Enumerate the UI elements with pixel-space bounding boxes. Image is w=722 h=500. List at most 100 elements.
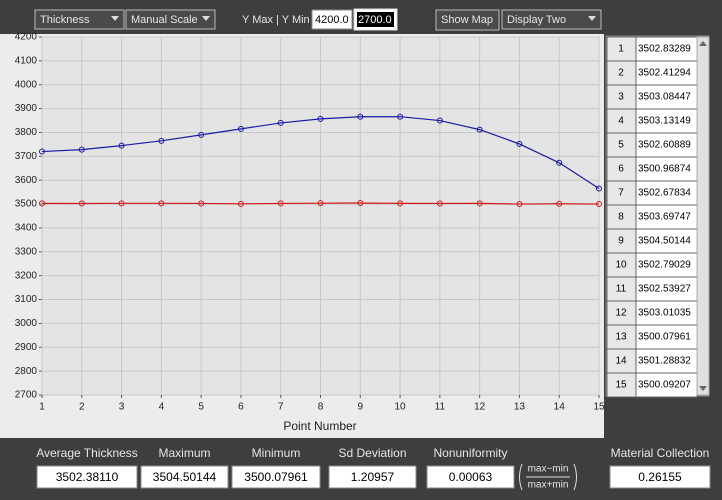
- data-point: [118, 142, 125, 149]
- index-cell: [606, 276, 637, 302]
- series-line: [41, 202, 600, 205]
- stat-label: Maximum: [158, 446, 210, 460]
- value-cell: [635, 252, 698, 278]
- stat-box: [231, 465, 321, 489]
- data-point: [277, 200, 284, 207]
- stat-box: [426, 465, 515, 489]
- toolbar: Thickness Manual Scale Y Max | Y Min 420…: [34, 8, 602, 31]
- data-point: [556, 159, 563, 166]
- data-point: [556, 200, 563, 207]
- row-index: 14: [615, 356, 627, 367]
- data-point: [78, 200, 85, 207]
- stat-box: [609, 465, 711, 489]
- data-point: [158, 137, 165, 144]
- parameter-text: Thickness: [40, 14, 90, 26]
- stat-value: 1.20957: [351, 470, 395, 484]
- data-point: [436, 117, 443, 124]
- index-cell: [606, 108, 637, 134]
- row-index: 13: [615, 332, 627, 343]
- data-point: [39, 148, 45, 155]
- table-body: 1 3502.83289 2 3502.41294 3 3503.08447 4 3503.1…: [606, 36, 698, 398]
- index-cell: [606, 156, 637, 182]
- data-point: [596, 185, 602, 192]
- y-tick-label: 3100: [15, 294, 38, 305]
- scroll-down[interactable]: [699, 386, 707, 391]
- x-tick-label: 15: [593, 402, 605, 413]
- data-point: [237, 125, 244, 132]
- row-value: 3502.79029: [638, 260, 691, 271]
- y-max-input[interactable]: [311, 9, 353, 30]
- row-value: 3501.28832: [638, 356, 691, 367]
- data-point: [357, 113, 364, 120]
- row-index: 5: [618, 140, 624, 151]
- row-index: 1: [618, 44, 624, 55]
- data-point: [198, 131, 205, 138]
- row-value: 3503.01035: [638, 308, 691, 319]
- data-point: [397, 200, 404, 207]
- index-cell: [606, 36, 637, 62]
- stat-box: [328, 465, 417, 489]
- stat-label: Nonuniformity: [433, 446, 507, 460]
- data-point: [476, 126, 483, 133]
- dropdown-arrow: [588, 16, 596, 21]
- stat-value: 0.26155: [638, 470, 682, 484]
- data-point: [78, 146, 85, 153]
- row-index: 6: [618, 164, 624, 175]
- formula-numerator: max−min: [528, 464, 569, 475]
- value-cell: [635, 324, 698, 350]
- y-tick-label: 3500: [15, 199, 38, 210]
- data-point: [436, 200, 443, 207]
- row-index: 8: [618, 212, 624, 223]
- index-cell: [606, 180, 637, 206]
- y-range-label: Y Max | Y Min: [242, 14, 310, 26]
- x-tick-label: 9: [358, 402, 364, 413]
- data-point: [516, 140, 523, 147]
- stat-box: [140, 465, 229, 489]
- x-tick-label: 2: [79, 402, 85, 413]
- y-tick-label: 3200: [15, 270, 38, 281]
- row-value: 3502.67834: [638, 188, 691, 199]
- stat-value: 3500.07961: [244, 470, 308, 484]
- x-tick-label: 7: [278, 402, 284, 413]
- value-cell: [635, 228, 698, 254]
- y-tick-label: 3000: [15, 318, 38, 329]
- row-value: 3502.83289: [638, 44, 691, 55]
- x-tick-label: 8: [318, 402, 324, 413]
- y-tick-label: 2800: [15, 366, 38, 377]
- row-value: 3504.50144: [638, 236, 691, 247]
- display-dropdown[interactable]: [501, 9, 602, 30]
- x-tick-label: 6: [238, 402, 244, 413]
- row-value: 3503.13149: [638, 116, 691, 127]
- scrollbar[interactable]: [696, 36, 710, 396]
- data-point: [317, 115, 324, 122]
- row-index: 15: [615, 380, 627, 391]
- y-min-text: 2700.0: [358, 14, 392, 26]
- chart: 2700 2800 2900 3000 3100 3200 3300 3400 3500 3600…: [15, 32, 605, 413]
- row-value: 3502.60889: [638, 140, 691, 151]
- stat-value: 0.00063: [449, 470, 493, 484]
- stat-label: Minimum: [252, 446, 301, 460]
- y-tick-label: 2700: [15, 390, 38, 401]
- stat-label: Material Collection: [611, 446, 710, 460]
- selection: [357, 12, 394, 27]
- parameter-dropdown[interactable]: [34, 9, 125, 30]
- dropdown-arrow: [111, 16, 119, 21]
- x-tick-label: 3: [119, 402, 125, 413]
- scroll-up[interactable]: [699, 41, 707, 46]
- y-tick-label: 3300: [15, 246, 38, 257]
- stat-label: Sd Deviation: [338, 446, 406, 460]
- index-cell: [606, 204, 637, 230]
- stats-bar: Average Thickness 3502.38110 Maximum 3504.5…: [36, 446, 711, 489]
- x-tick-label: 13: [514, 402, 526, 413]
- x-tick-label: 14: [554, 402, 566, 413]
- series-line: [41, 116, 600, 190]
- value-cell: [635, 156, 698, 182]
- x-axis-label: Point Number: [283, 419, 356, 433]
- row-value: 3500.96874: [638, 164, 691, 175]
- y-max-text: 4200.0: [315, 14, 349, 26]
- y-tick-label: 3900: [15, 103, 38, 114]
- scale-dropdown[interactable]: [125, 9, 216, 30]
- show-map-button[interactable]: [435, 9, 500, 31]
- row-index: 7: [618, 188, 624, 199]
